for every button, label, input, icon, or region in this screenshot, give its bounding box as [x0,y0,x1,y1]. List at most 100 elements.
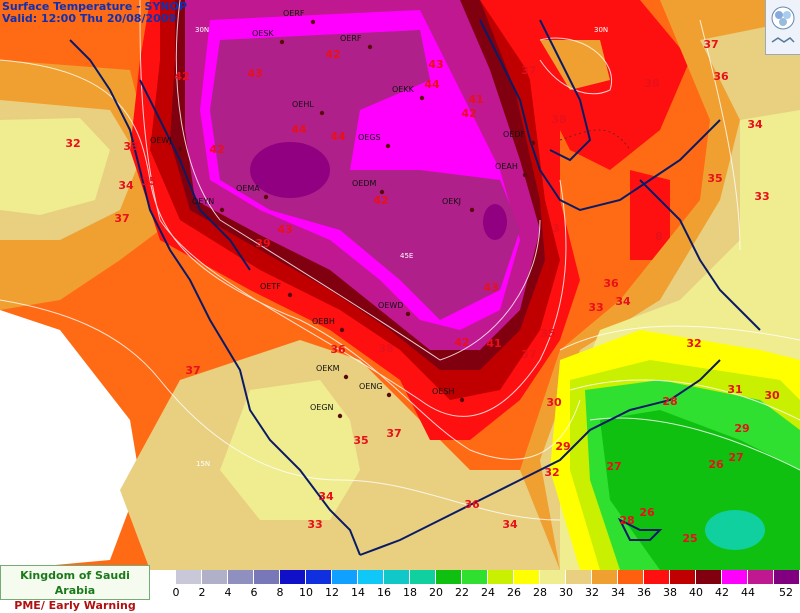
station-dot [530,140,536,146]
temperature-value: 33 [123,140,138,153]
legend-tick-label: 4 [224,586,232,599]
station-dot [337,413,343,419]
temperature-value: 29 [555,440,570,453]
temperature-value: 34 [615,295,631,308]
temperature-value: 37 [185,364,200,377]
temperature-value: 25 [682,532,697,545]
station-code: OEKM [316,364,340,373]
temperature-value: 38 [644,77,659,90]
legend-swatch [176,570,202,584]
station-code: OEGN [310,403,334,412]
legend-tick-label: 36 [637,586,651,599]
temperature-value: 42 [373,194,388,207]
temperature-value: 38 [378,342,393,355]
station-code: OEGS [358,133,381,142]
station-code: OESH [432,387,454,396]
legend-tick-label: 8 [276,586,284,599]
temperature-value: 43 [428,58,443,71]
grid-label: 30N [594,26,608,34]
legend-swatch [228,570,254,584]
temperature-value: 37 [114,212,129,225]
station-dot [367,44,373,50]
legend-tick-label: 22 [455,586,469,599]
temperature-value: 28 [619,514,634,527]
legend-swatch [592,570,618,584]
legend-swatch [722,570,748,584]
station-dot [386,392,392,398]
station-dot [459,397,465,403]
legend-swatch [202,570,228,584]
station-dot [287,292,293,298]
temperature-value: 3 [552,222,560,235]
temperature-value: 36 [713,70,729,83]
station-code: OERF [283,9,305,18]
temperature-value: 36 [464,498,480,511]
legend-tick-label: 52 [779,586,793,599]
temperature-value: 34 [118,179,134,192]
grid-label: 15N [196,460,210,468]
temperature-value: 43 [277,223,292,236]
temperature-value: 35 [353,434,368,447]
legend-swatch [306,570,332,584]
legend-tick-label: 40 [689,586,703,599]
station-code: OEWJ [150,136,172,145]
legend-tick-label: 26 [507,586,521,599]
station-code: OEKK [392,85,415,94]
temperature-value: 38 [551,113,566,126]
station-dot [339,327,345,333]
legend-tick-label: 30 [559,586,573,599]
station-code: OERF [340,34,362,43]
temperature-value: 42 [174,70,189,83]
station-code: OEKJ [442,197,461,206]
temperature-value: 37 [521,64,536,77]
station-dot [385,143,391,149]
legend-tick-label: 10 [299,586,313,599]
organization-box: Kingdom of Saudi Arabia PME/ Early Warni… [0,565,150,612]
temperature-value: 42 [454,336,469,349]
temperature-value: 30 [764,389,780,402]
station-dot [219,207,225,213]
temperature-value: 32 [544,466,559,479]
legend-tick-label: 34 [611,586,625,599]
logo-icon [771,6,795,43]
temperature-value: 43 [483,281,498,294]
legend-swatches [150,570,800,584]
temperature-value: 36 [330,343,346,356]
isotherm-lines [0,0,800,521]
map-zone-purple-cell-east [483,204,507,240]
grid-labels: 30N 30N 45E 15N [195,26,608,468]
legend-tick-label: 44 [741,586,755,599]
station-code: OEHL [292,100,314,109]
org-line-1: Kingdom of Saudi Arabia [20,569,130,597]
temperature-value: 43 [247,67,262,80]
station-code: OEWD [378,301,403,310]
temperature-value: 42 [325,48,340,61]
map-zone-lightyellow-south [220,380,360,520]
station-code: OETF [260,282,281,291]
temperature-value: 26 [708,458,724,471]
station-dot [279,39,285,45]
temperature-value: 41 [468,93,483,106]
legend-tick-label: 20 [429,586,443,599]
temperature-value: 36 [603,277,619,290]
legend-tick-label: 32 [585,586,599,599]
temperature-value: 32 [65,137,80,150]
temperature-value: 35 [141,175,156,188]
legend-tick-label: 24 [481,586,495,599]
legend-swatch [462,570,488,584]
valid-time: Valid: 12:00 Thu 20/08/2009 [2,12,177,25]
map-zone-purple-core [210,30,520,320]
legend-tick-label: 12 [325,586,339,599]
legend-tick-label: 16 [377,586,391,599]
grid-label: 45E [400,252,413,260]
temperature-value: 44 [330,130,346,143]
station-code: OESK [252,29,274,38]
temperature-value: 8 [655,230,663,243]
legend-swatch [540,570,566,584]
station-code: OENG [359,382,383,391]
temperature-value: 42 [461,107,476,120]
color-legend: 0 2 4 6 8 10 12 14 16 18 20 22 24 26 28 30 32 34 36 38 40 42 4… [150,570,800,600]
temperature-value: 30 [546,396,562,409]
legend-tick-label: 0 [172,586,180,599]
temperature-value: 27 [606,460,621,473]
